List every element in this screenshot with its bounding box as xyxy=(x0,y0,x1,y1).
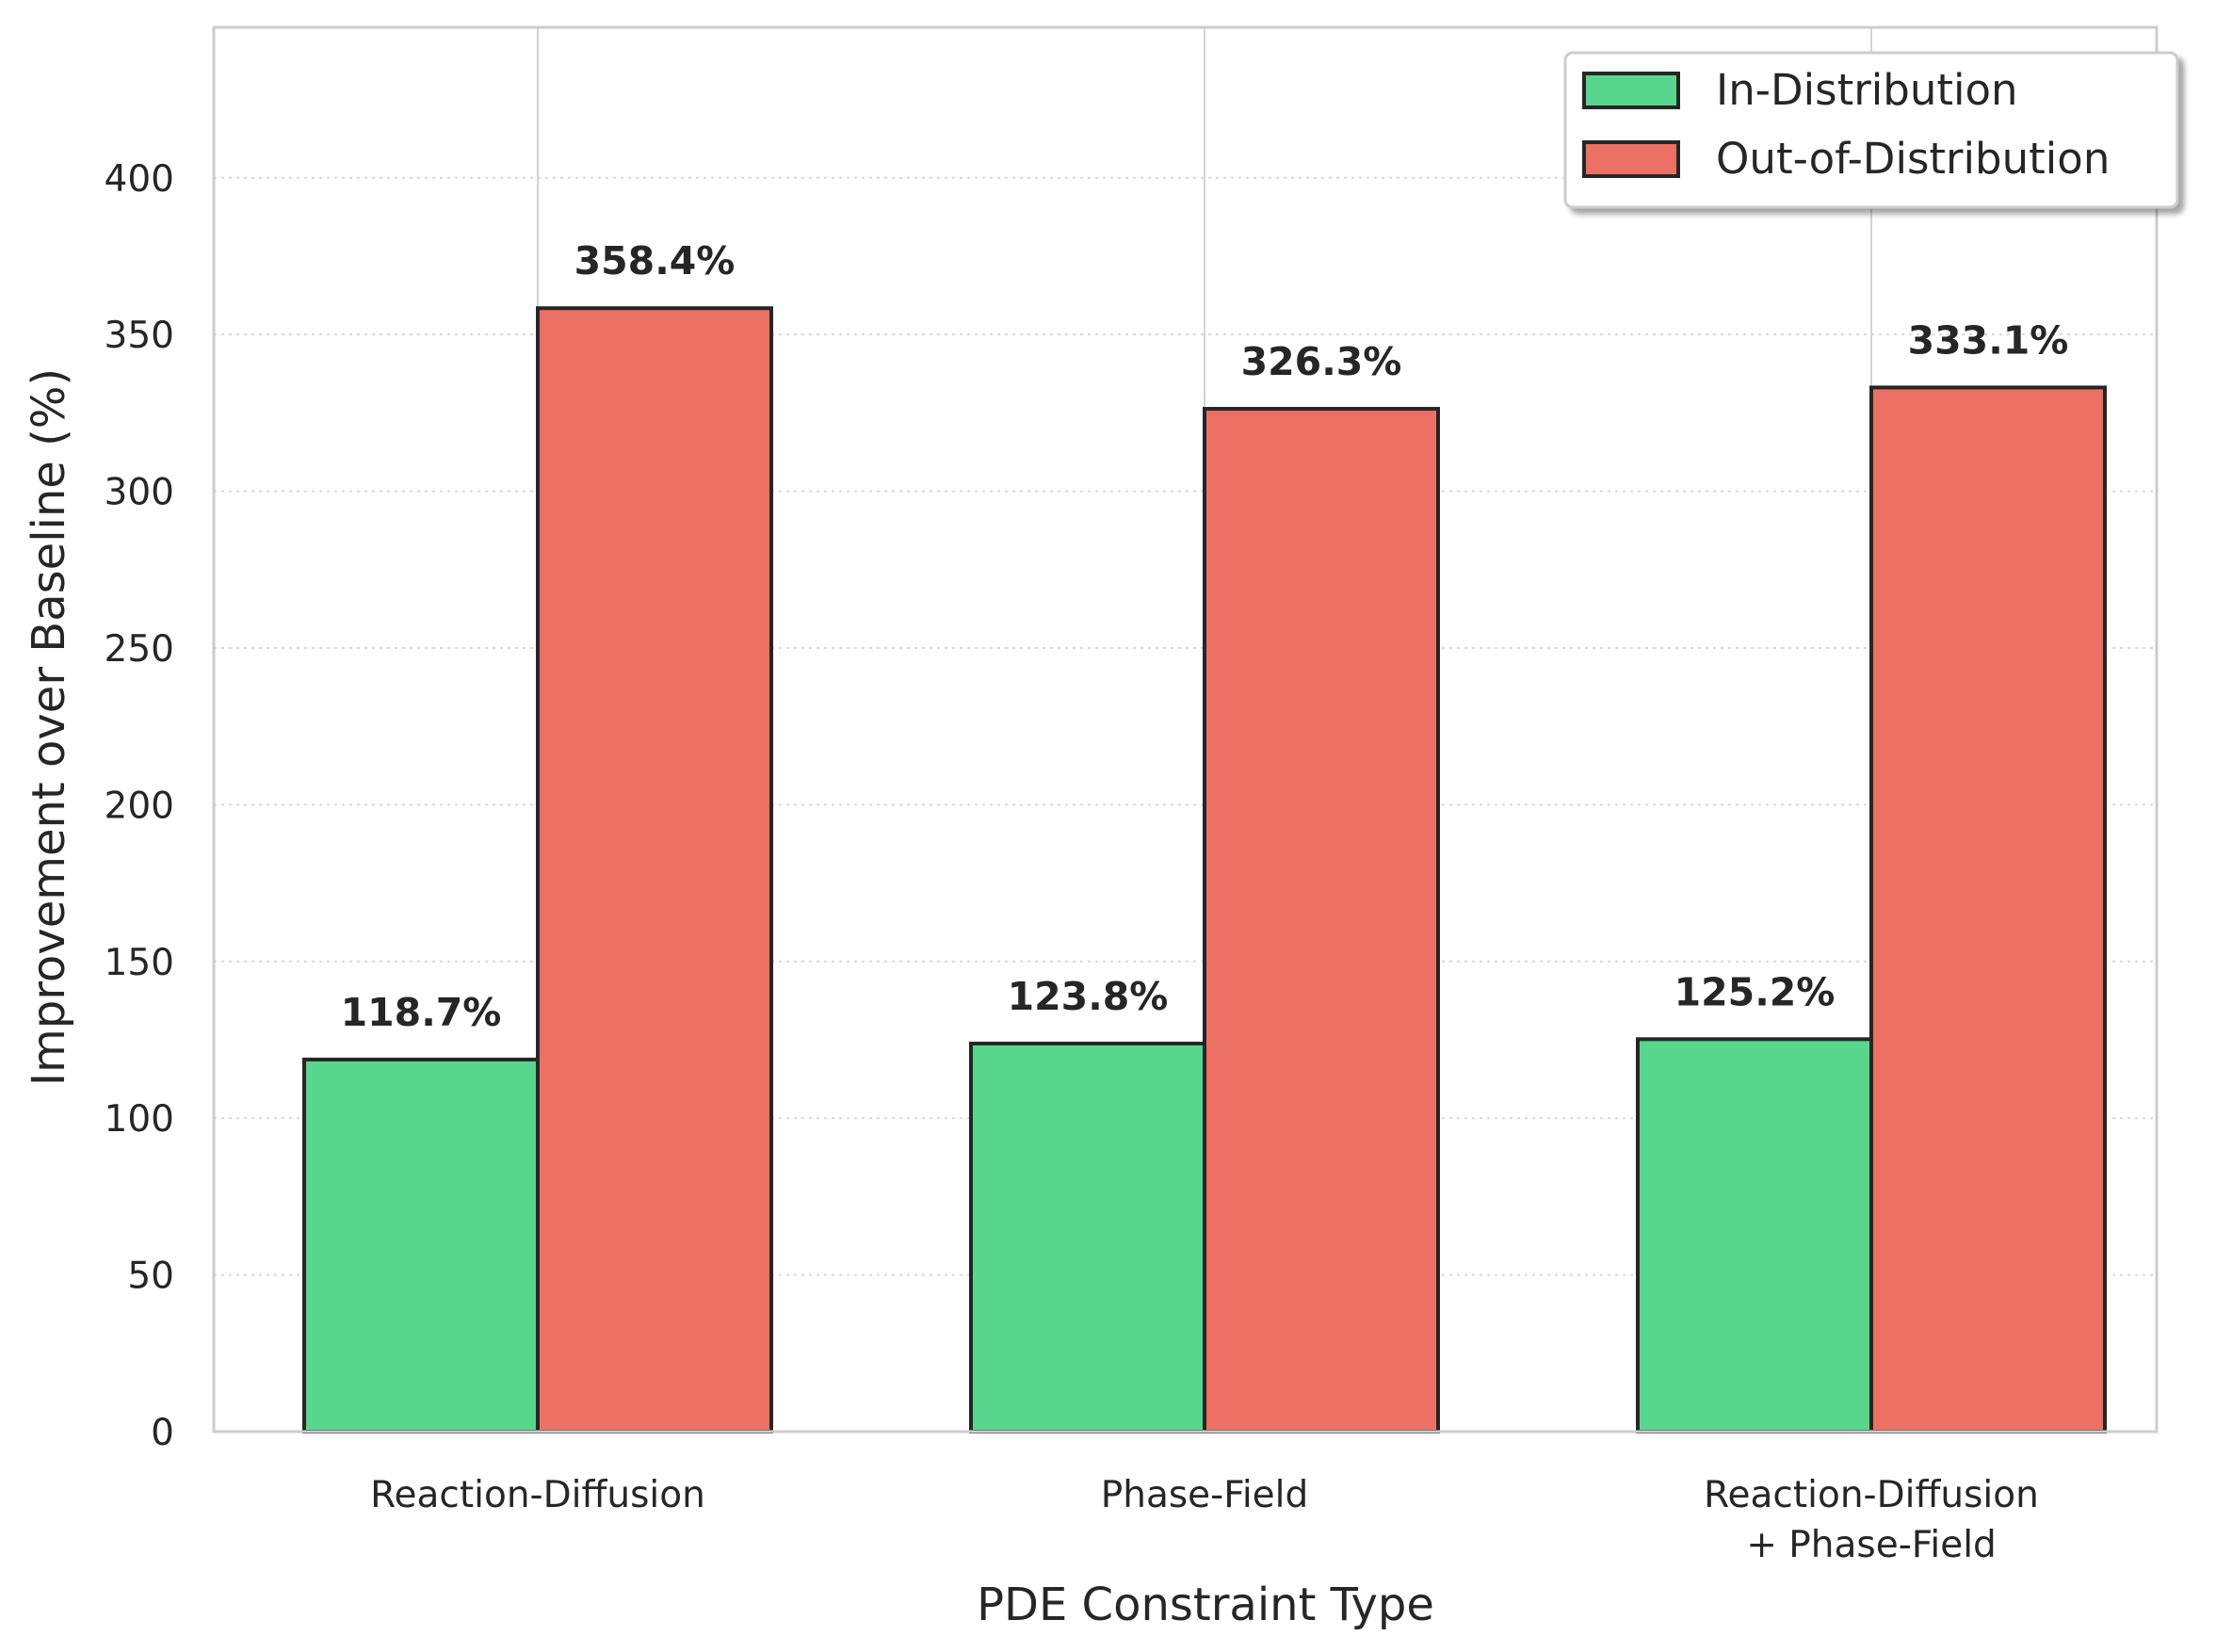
bar-out-of-distribution xyxy=(1203,407,1440,1433)
data-label: 326.3% xyxy=(1241,339,1402,384)
bar-out-of-distribution xyxy=(1869,385,2107,1433)
legend-label: In-Distribution xyxy=(1716,65,2018,115)
x-tick-label: + Phase-Field xyxy=(1746,1524,1997,1566)
x-tick-label: Phase-Field xyxy=(1101,1474,1309,1516)
bar-in-distribution xyxy=(1636,1037,1873,1433)
x-tick-label: Reaction-Diffusion xyxy=(1704,1474,2039,1516)
plot-area-frame xyxy=(212,25,2159,1433)
data-label: 123.8% xyxy=(1008,974,1169,1019)
legend-box xyxy=(1563,51,2179,209)
axis-ticks: 0 50 100 150 200 250 300 350 400 Reaction-Diffusi… xyxy=(105,158,2039,1566)
x-tick-label: Reaction-Diffusion xyxy=(370,1474,705,1516)
y-tick-label: 400 xyxy=(105,158,174,201)
y-tick-label: 200 xyxy=(105,785,174,827)
x-axis-label: PDE Constraint Type xyxy=(977,1579,1434,1631)
y-axis-label: Improvement over Baseline (%) xyxy=(23,368,75,1086)
data-label: 333.1% xyxy=(1908,317,2069,363)
y-tick-label: 250 xyxy=(105,628,174,671)
data-labels: 118.7% 123.8% 125.2% 358.4% 326.3% 333.1% xyxy=(341,238,2069,1035)
data-label: 118.7% xyxy=(341,990,502,1035)
legend-label: Out-of-Distribution xyxy=(1716,134,2110,184)
data-label: 358.4% xyxy=(574,238,736,283)
bar-in-distribution xyxy=(969,1041,1206,1434)
legend-swatch xyxy=(1582,72,1680,109)
bars xyxy=(302,306,2107,1434)
y-tick-label: 350 xyxy=(105,315,174,357)
bar-in-distribution xyxy=(302,1057,540,1433)
y-tick-label: 50 xyxy=(127,1255,174,1298)
bar-out-of-distribution xyxy=(536,306,773,1434)
legend-swatch xyxy=(1582,140,1680,178)
y-tick-label: 0 xyxy=(151,1412,174,1454)
y-tick-label: 100 xyxy=(105,1098,174,1141)
y-tick-label: 150 xyxy=(105,942,174,984)
y-tick-label: 300 xyxy=(105,472,174,514)
data-label: 125.2% xyxy=(1674,969,1836,1014)
legend: In-Distribution Out-of-Distribution xyxy=(1563,51,2179,209)
